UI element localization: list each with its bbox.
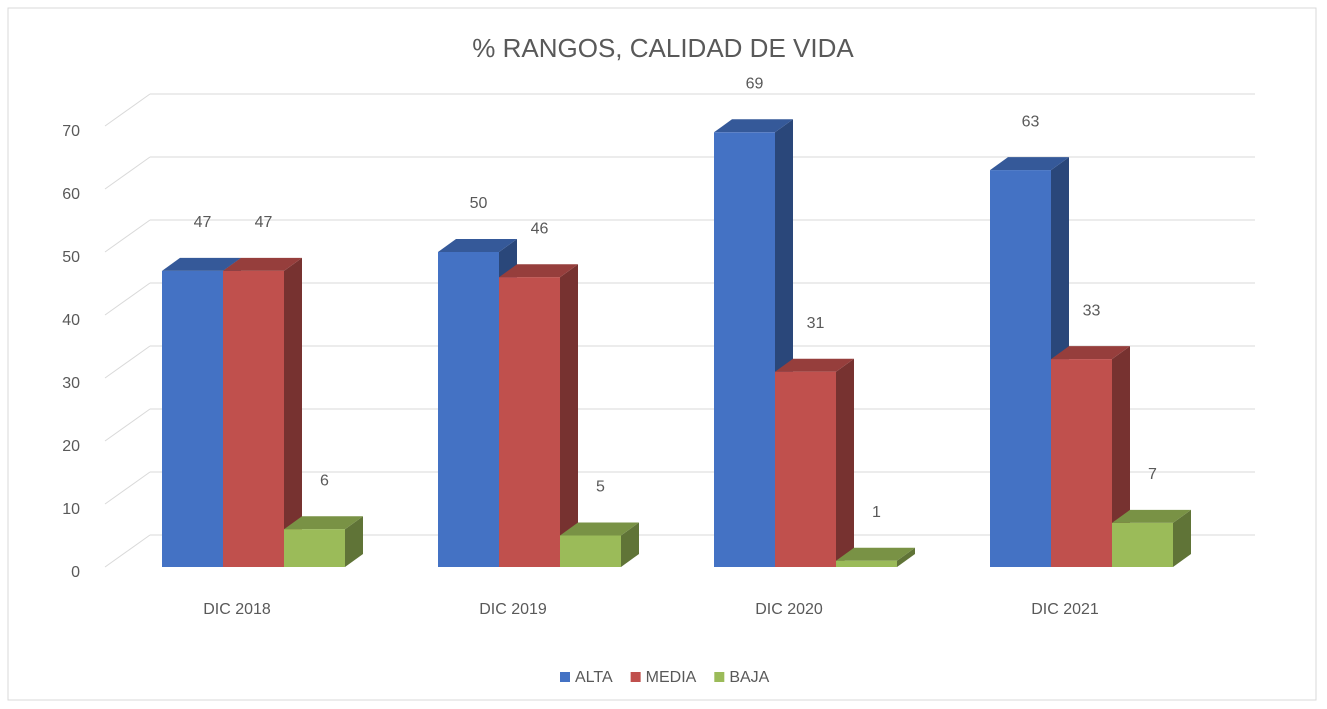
- bar-top: [1051, 346, 1130, 360]
- bar-front: [1112, 522, 1173, 567]
- grid-line-side: [104, 471, 151, 505]
- bar-front: [223, 270, 284, 567]
- bar: [560, 522, 639, 567]
- y-tick-label: 50: [62, 249, 80, 266]
- bar-top: [223, 257, 302, 271]
- data-label: 1: [872, 504, 881, 521]
- bar-top: [438, 239, 517, 252]
- bar-front: [499, 277, 560, 567]
- bar-front: [1051, 359, 1112, 567]
- bar-top: [499, 264, 578, 278]
- data-label: 31: [807, 315, 825, 332]
- legend-swatch: [714, 672, 725, 682]
- bar-front: [836, 560, 897, 567]
- x-tick-label: DIC 2020: [755, 601, 823, 618]
- grid-line-side: [104, 534, 151, 568]
- y-tick-label: 40: [62, 312, 80, 329]
- data-label: 50: [470, 195, 488, 212]
- data-label: 6: [320, 472, 329, 489]
- bar-top: [1112, 509, 1191, 523]
- bar-side: [621, 522, 639, 567]
- bar-side: [284, 257, 302, 567]
- bar-front: [162, 270, 223, 567]
- y-tick-label: 0: [71, 564, 80, 581]
- data-label: 5: [596, 479, 605, 496]
- legend-label: MEDIA: [646, 669, 697, 686]
- bar-front: [284, 529, 345, 567]
- grid-line-side: [104, 219, 151, 253]
- bar: [499, 264, 578, 567]
- bar-side: [345, 516, 363, 567]
- bar: [1051, 346, 1130, 567]
- bar-top: [775, 358, 854, 372]
- chart-title: % RANGOS, CALIDAD DE VIDA: [472, 33, 854, 63]
- grid-line-side: [104, 93, 151, 127]
- data-label: 69: [746, 76, 764, 93]
- legend-swatch: [560, 672, 570, 682]
- grid-line-side: [104, 156, 151, 190]
- bar-top: [284, 516, 363, 530]
- bar-front: [990, 170, 1051, 567]
- bar-side: [897, 547, 915, 567]
- data-label: 7: [1148, 466, 1157, 483]
- x-tick-label: DIC 2018: [203, 601, 271, 618]
- bar: [284, 516, 363, 567]
- data-label: 47: [255, 214, 273, 231]
- bar-side: [1112, 346, 1130, 567]
- bar-top: [560, 522, 639, 536]
- bar-side: [836, 358, 854, 567]
- bar-side: [1173, 509, 1191, 567]
- grid-line-side: [104, 408, 151, 442]
- y-tick-label: 20: [62, 438, 80, 455]
- y-tick-label: 60: [62, 186, 80, 203]
- grid-line-side: [104, 345, 151, 379]
- data-label: 63: [1022, 113, 1040, 130]
- bar-side: [560, 264, 578, 567]
- y-tick-label: 70: [62, 123, 80, 140]
- legend-swatch: [630, 672, 641, 682]
- bar: [1112, 509, 1191, 567]
- data-label: 46: [531, 220, 549, 237]
- y-tick-label: 10: [62, 501, 80, 518]
- legend-label: BAJA: [729, 669, 769, 686]
- bar-front: [438, 252, 499, 567]
- bar-top: [836, 547, 915, 561]
- bar-front: [775, 371, 836, 567]
- grid-line-side: [104, 282, 151, 316]
- legend-label: ALTA: [575, 669, 613, 686]
- bar-front: [560, 535, 621, 567]
- bar-top: [714, 119, 793, 133]
- bar: [836, 547, 915, 567]
- data-label: 47: [194, 214, 212, 231]
- bar-front: [714, 132, 775, 568]
- data-label: 33: [1083, 302, 1101, 319]
- bar-top: [162, 257, 241, 271]
- x-tick-label: DIC 2019: [479, 601, 547, 618]
- x-tick-label: DIC 2021: [1031, 601, 1099, 618]
- y-tick-label: 30: [62, 375, 80, 392]
- bar: [223, 257, 302, 567]
- bar: [775, 358, 854, 567]
- bar: [714, 119, 793, 568]
- bar-top: [990, 157, 1069, 171]
